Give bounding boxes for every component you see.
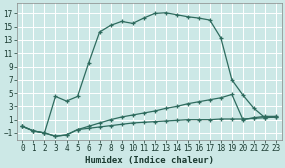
X-axis label: Humidex (Indice chaleur): Humidex (Indice chaleur)	[85, 156, 214, 164]
